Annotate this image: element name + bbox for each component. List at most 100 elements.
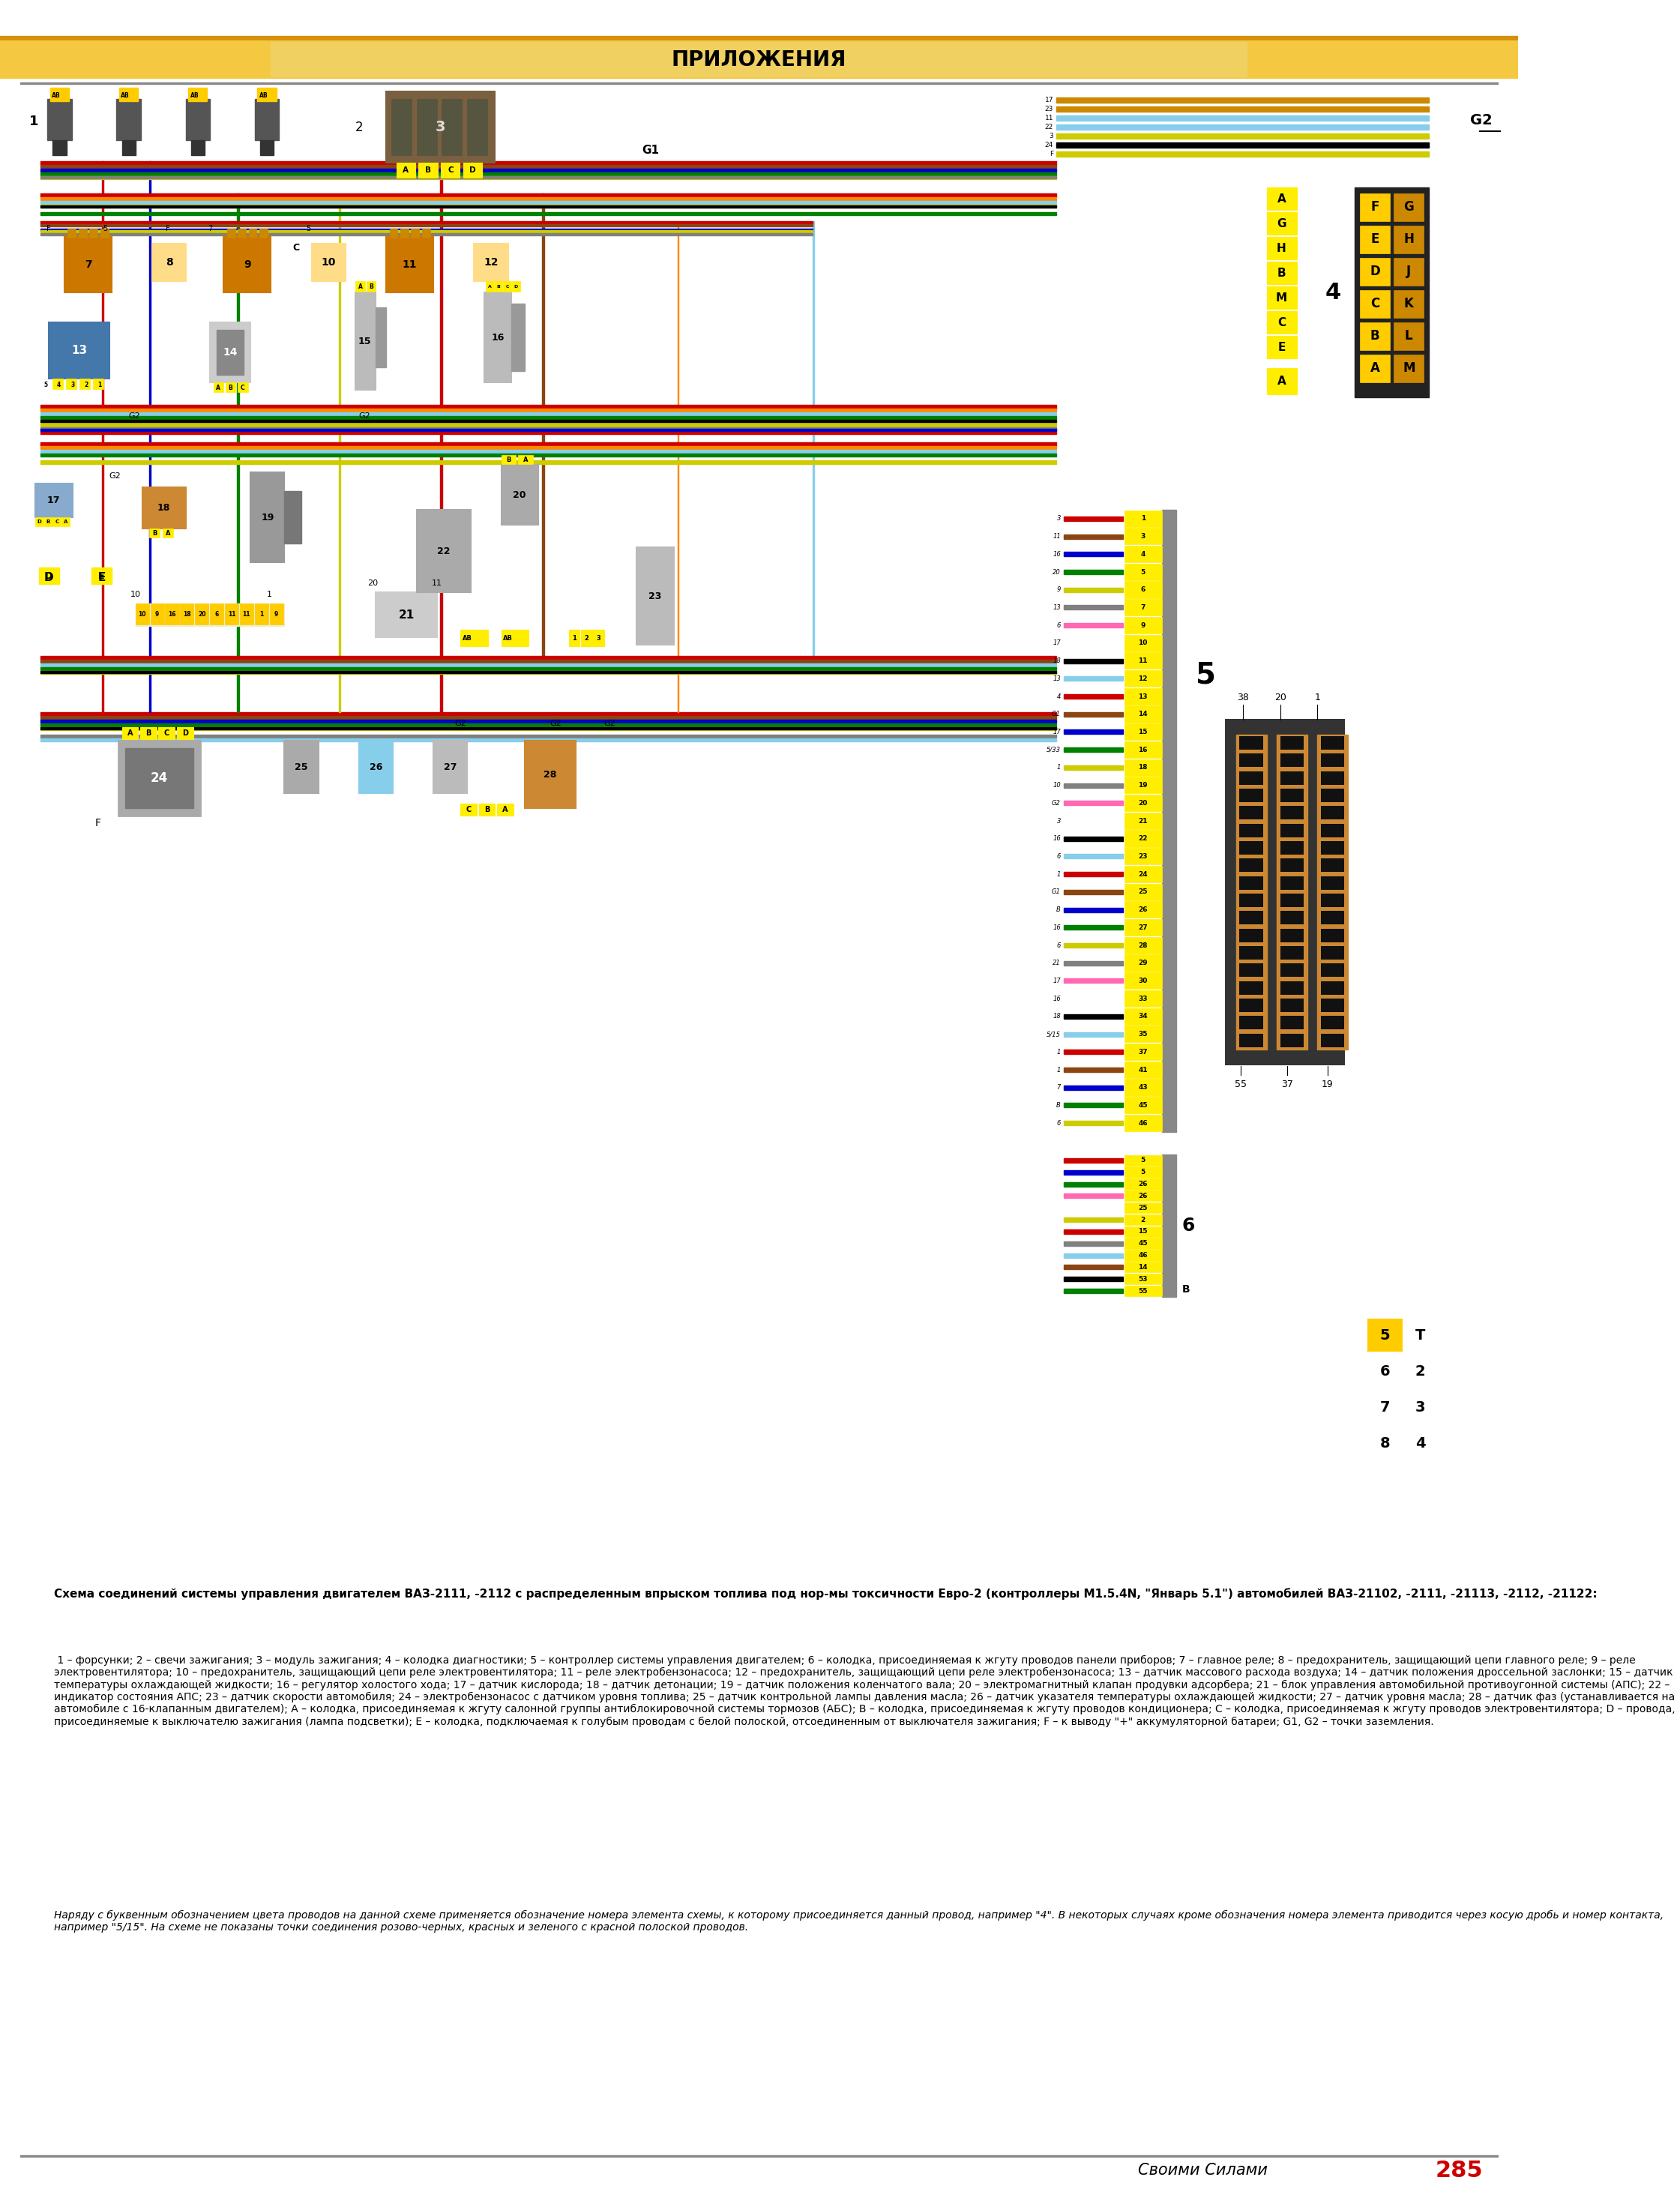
Bar [1277,734,1307,1049]
Text: A: A [217,385,220,391]
Text: 14: 14 [1139,710,1147,717]
Bar [67,230,76,238]
Text: 1: 1 [573,634,576,640]
Bar [504,282,511,291]
Bar [180,603,193,625]
Bar [1124,724,1161,741]
Bar [1063,872,1122,877]
Text: 18: 18 [1053,1012,1060,1021]
Bar [40,671,1057,673]
Text: 1: 1 [1141,516,1146,522]
Text: G2: G2 [603,719,615,728]
Text: A: A [1371,361,1379,374]
Bar [1320,859,1344,872]
Text: 6: 6 [1057,853,1060,859]
Bar [163,529,173,538]
Bar [40,177,1057,179]
Text: B: B [484,807,491,813]
Bar [1394,225,1423,254]
Bar [1368,1427,1403,1458]
Bar [1124,1285,1161,1296]
Bar [1124,901,1161,918]
Bar [1063,571,1122,575]
Bar [1124,1250,1161,1261]
Bar [1317,734,1347,1049]
Bar [570,630,580,647]
Bar [1063,588,1122,592]
Bar [195,603,208,625]
Bar [1240,1016,1263,1030]
Text: ПРИЛОЖЕНИЯ: ПРИЛОЖЕНИЯ [672,50,847,70]
Text: K: K [1404,297,1413,310]
Bar [1124,634,1161,651]
Bar [1063,1290,1122,1294]
Bar [396,162,415,177]
Text: D: D [514,284,517,289]
Text: G1: G1 [1052,710,1060,717]
Text: 20: 20 [1139,800,1147,807]
Text: G: G [1277,219,1287,230]
Bar [1063,818,1122,824]
Bar [40,431,1057,435]
Bar [1063,1183,1122,1187]
Bar [1124,1202,1161,1213]
Bar [1361,258,1389,286]
Bar [1403,1390,1438,1423]
Bar [1280,1016,1304,1030]
Bar [1161,509,1176,1132]
Bar [474,243,507,282]
Bar [40,192,1057,197]
Bar [460,804,477,815]
Bar [40,667,1057,671]
Bar [250,472,284,562]
Bar [40,168,1057,173]
Bar [40,728,1057,730]
Bar [239,230,245,238]
Text: H: H [1404,232,1415,245]
Bar [1124,990,1161,1008]
Bar [237,192,239,713]
Bar [376,308,386,367]
Bar [1063,855,1122,859]
Bar [213,383,223,391]
Text: 9: 9 [155,610,160,616]
Bar [1063,516,1122,520]
Text: 1: 1 [267,590,272,599]
Bar [40,197,1057,201]
Bar [1124,1261,1161,1272]
Bar [1124,776,1161,794]
Bar [40,671,1057,673]
Bar [1403,1320,1438,1351]
Bar [339,192,341,713]
Text: 9: 9 [244,258,250,269]
Bar [417,509,470,592]
Bar [1063,551,1122,557]
Text: D: D [1369,265,1381,278]
Bar [0,42,1519,79]
Bar [1236,734,1267,1049]
Bar [1320,772,1344,785]
Bar [1124,1060,1161,1078]
Text: A: A [166,529,170,536]
Bar [257,87,276,101]
Bar [360,741,393,794]
Text: 22: 22 [1045,122,1053,129]
Text: 11: 11 [403,258,417,269]
Bar [543,192,544,660]
Bar [92,378,104,389]
Bar [1124,1025,1161,1043]
Bar [176,728,193,739]
Text: F: F [47,225,50,232]
Bar [1361,354,1389,383]
Bar [1124,1178,1161,1189]
Text: 8: 8 [1379,1436,1391,1449]
Text: 19: 19 [1322,1080,1334,1089]
Bar [1124,616,1161,634]
Bar [1124,599,1161,616]
Text: C: C [1371,297,1379,310]
Bar [101,230,109,238]
Bar [1161,1154,1176,1296]
Bar [1063,713,1122,717]
Text: 18: 18 [1139,765,1147,772]
Text: G2: G2 [1052,800,1060,807]
